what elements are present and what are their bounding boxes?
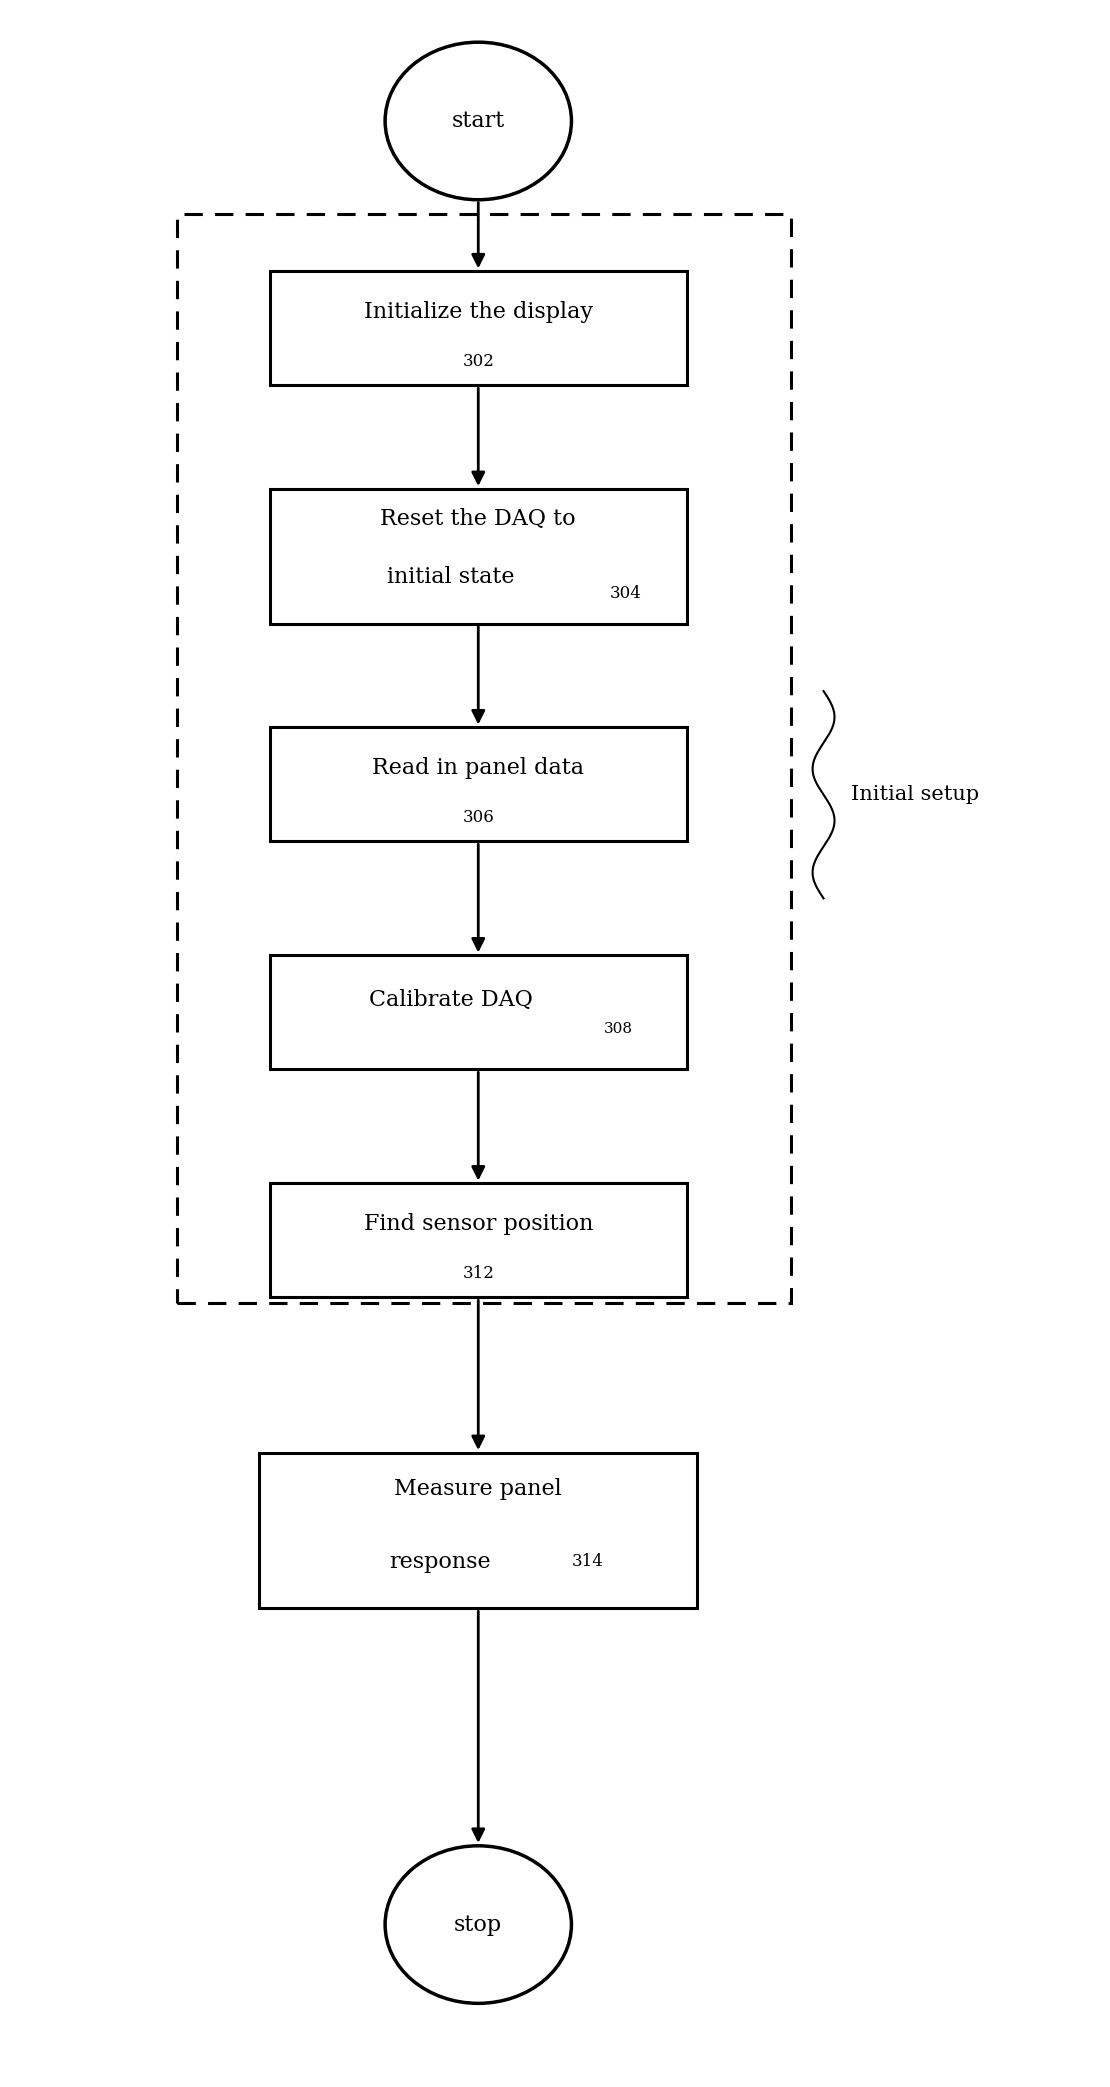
Text: response: response	[390, 1551, 491, 1574]
Text: 314: 314	[572, 1553, 604, 1569]
Ellipse shape	[385, 42, 572, 200]
Text: 304: 304	[609, 584, 642, 603]
Text: 312: 312	[463, 1265, 494, 1281]
Bar	[270, 271, 686, 386]
Bar	[259, 1453, 697, 1609]
Text: Calibrate DAQ: Calibrate DAQ	[369, 989, 533, 1010]
Text: initial state: initial state	[387, 566, 515, 589]
Text: Measure panel: Measure panel	[394, 1478, 562, 1501]
Text: 302: 302	[463, 353, 494, 369]
Text: Find sensor position: Find sensor position	[364, 1213, 593, 1236]
Bar	[270, 1183, 686, 1298]
Bar	[176, 215, 790, 1302]
Text: Initial setup: Initial setup	[851, 785, 979, 803]
Text: Reset the DAQ to: Reset the DAQ to	[381, 507, 576, 530]
Text: start: start	[452, 111, 505, 131]
Text: stop: stop	[454, 1914, 503, 1935]
Text: Initialize the display: Initialize the display	[364, 301, 593, 323]
Text: 306: 306	[463, 810, 494, 826]
Ellipse shape	[385, 1845, 572, 2004]
Bar	[270, 488, 686, 624]
Bar	[270, 728, 686, 841]
Text: Read in panel data: Read in panel data	[372, 758, 584, 778]
Bar	[270, 956, 686, 1069]
Text: 308: 308	[604, 1023, 634, 1035]
